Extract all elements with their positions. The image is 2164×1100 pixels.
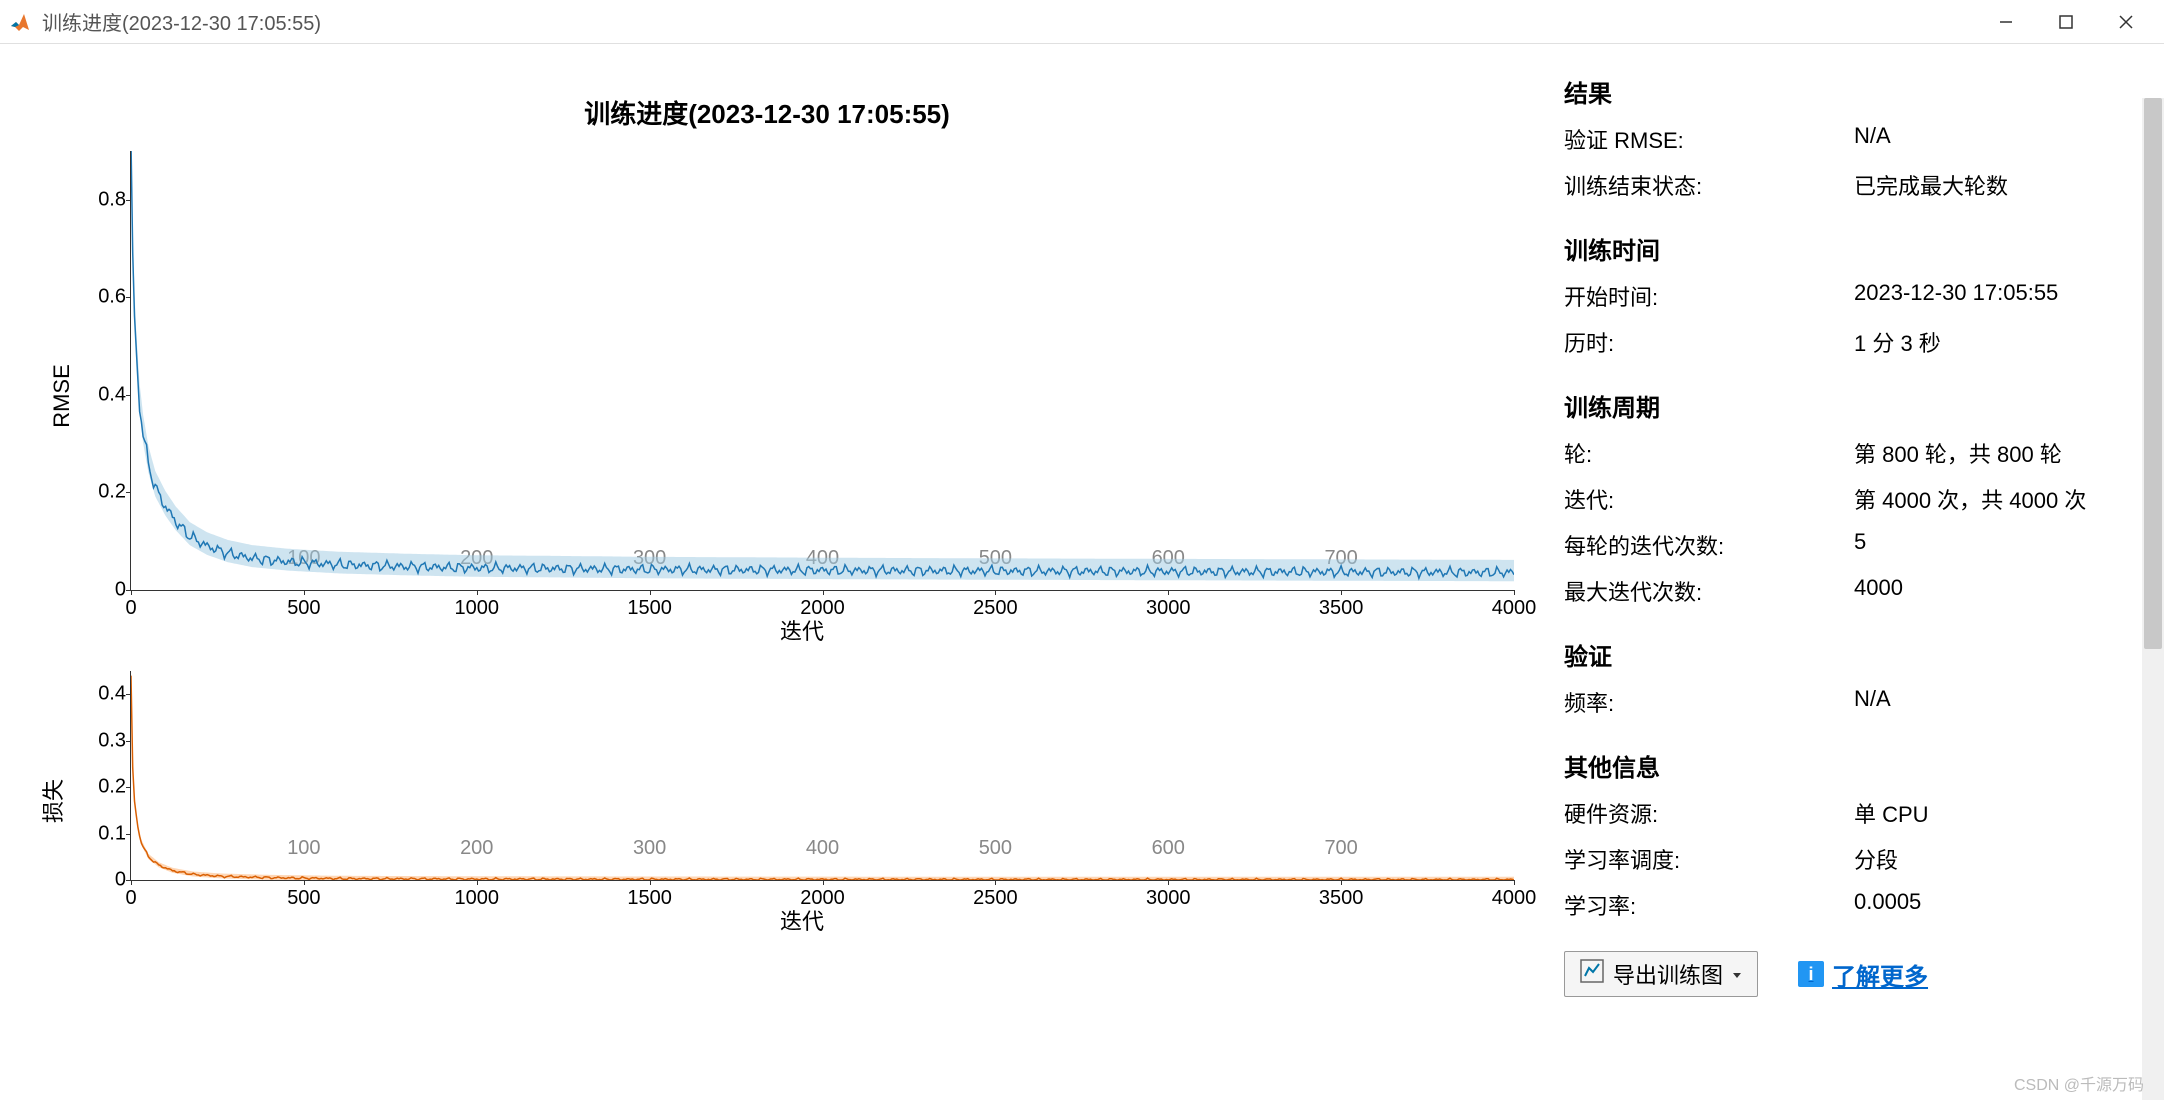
matlab-icon [8, 10, 32, 34]
info-row: 轮:第 800 轮，共 800 轮 [1564, 437, 2124, 469]
freq-value: N/A [1854, 686, 2124, 718]
lr-label: 学习率: [1564, 889, 1854, 921]
minimize-button[interactable] [1976, 2, 2036, 42]
info-row: 频率:N/A [1564, 686, 2124, 718]
export-icon [1579, 958, 1605, 990]
final-state-label: 训练结束状态: [1564, 169, 1854, 201]
learn-more-link[interactable]: i 了解更多 [1798, 957, 1928, 992]
max-iter-label: 最大迭代次数: [1564, 575, 1854, 607]
iter-label: 迭代: [1564, 483, 1854, 515]
cycle-heading: 训练周期 [1564, 388, 2124, 423]
time-heading: 训练时间 [1564, 231, 2124, 266]
cycle-section: 训练周期 轮:第 800 轮，共 800 轮 迭代:第 4000 次，共 400… [1564, 388, 2124, 607]
info-panel: 结果 验证 RMSE:N/A 训练结束状态:已完成最大轮数 训练时间 开始时间:… [1544, 44, 2164, 1100]
max-iter-value: 4000 [1854, 575, 2124, 607]
scrollbar-thumb[interactable] [2144, 98, 2162, 649]
epoch-label: 轮: [1564, 437, 1854, 469]
window-title: 训练进度(2023-12-30 17:05:55) [42, 7, 1976, 36]
results-section: 结果 验证 RMSE:N/A 训练结束状态:已完成最大轮数 [1564, 74, 2124, 201]
titlebar: 训练进度(2023-12-30 17:05:55) [0, 0, 2164, 44]
learn-more-label: 了解更多 [1832, 957, 1928, 992]
content: 训练进度(2023-12-30 17:05:55) RMSE 00.20.40.… [0, 44, 2164, 1100]
results-heading: 结果 [1564, 74, 2124, 109]
start-time-value: 2023-12-30 17:05:55 [1854, 280, 2124, 312]
info-row: 开始时间:2023-12-30 17:05:55 [1564, 280, 2124, 312]
rmse-ylabel: RMSE [49, 364, 75, 428]
loss-ylabel: 损失 [36, 779, 68, 823]
info-icon: i [1798, 961, 1824, 987]
rmse-chart: RMSE 00.20.40.60.80500100015002000250030… [90, 151, 1514, 641]
info-row: 训练结束状态:已完成最大轮数 [1564, 169, 2124, 201]
iter-value: 第 4000 次，共 4000 次 [1854, 483, 2124, 515]
lr-schedule-label: 学习率调度: [1564, 843, 1854, 875]
other-section: 其他信息 硬件资源:单 CPU 学习率调度:分段 学习率:0.0005 [1564, 748, 2124, 921]
info-row: 硬件资源:单 CPU [1564, 797, 2124, 829]
loss-plot-area: 00.10.20.30.4050010001500200025003000350… [130, 671, 1514, 881]
elapsed-label: 历时: [1564, 326, 1854, 358]
iter-per-epoch-label: 每轮的迭代次数: [1564, 529, 1854, 561]
val-rmse-label: 验证 RMSE: [1564, 123, 1854, 155]
window-controls [1976, 2, 2156, 42]
dropdown-icon [1731, 961, 1743, 987]
final-state-value: 已完成最大轮数 [1854, 169, 2124, 201]
info-row: 验证 RMSE:N/A [1564, 123, 2124, 155]
bottom-buttons: 导出训练图 i 了解更多 [1564, 951, 2124, 997]
export-label: 导出训练图 [1613, 958, 1723, 990]
lr-schedule-value: 分段 [1854, 843, 2124, 875]
rmse-plot-area: 00.20.40.60.8050010001500200025003000350… [130, 151, 1514, 591]
time-section: 训练时间 开始时间:2023-12-30 17:05:55 历时:1 分 3 秒 [1564, 231, 2124, 358]
val-rmse-value: N/A [1854, 123, 2124, 155]
hw-value: 单 CPU [1854, 797, 2124, 829]
info-row: 学习率:0.0005 [1564, 889, 2124, 921]
info-row: 迭代:第 4000 次，共 4000 次 [1564, 483, 2124, 515]
elapsed-value: 1 分 3 秒 [1854, 326, 2124, 358]
rmse-xlabel: 迭代 [780, 614, 824, 646]
validation-heading: 验证 [1564, 637, 2124, 672]
lr-value: 0.0005 [1854, 889, 2124, 921]
loss-chart: 损失 00.10.20.30.4050010001500200025003000… [90, 671, 1514, 931]
info-row: 历时:1 分 3 秒 [1564, 326, 2124, 358]
info-row: 学习率调度:分段 [1564, 843, 2124, 875]
close-button[interactable] [2096, 2, 2156, 42]
iter-per-epoch-value: 5 [1854, 529, 2124, 561]
hw-label: 硬件资源: [1564, 797, 1854, 829]
chart-area: 训练进度(2023-12-30 17:05:55) RMSE 00.20.40.… [0, 44, 1544, 1100]
info-row: 每轮的迭代次数:5 [1564, 529, 2124, 561]
other-heading: 其他信息 [1564, 748, 2124, 783]
info-row: 最大迭代次数:4000 [1564, 575, 2124, 607]
validation-section: 验证 频率:N/A [1564, 637, 2124, 718]
loss-xlabel: 迭代 [780, 904, 824, 936]
watermark: CSDN @千源万码 [2014, 1071, 2144, 1095]
epoch-value: 第 800 轮，共 800 轮 [1854, 437, 2124, 469]
start-time-label: 开始时间: [1564, 280, 1854, 312]
scrollbar[interactable] [2142, 98, 2164, 1100]
export-button[interactable]: 导出训练图 [1564, 951, 1758, 997]
maximize-button[interactable] [2036, 2, 2096, 42]
chart-title: 训练进度(2023-12-30 17:05:55) [20, 94, 1514, 131]
freq-label: 频率: [1564, 686, 1854, 718]
